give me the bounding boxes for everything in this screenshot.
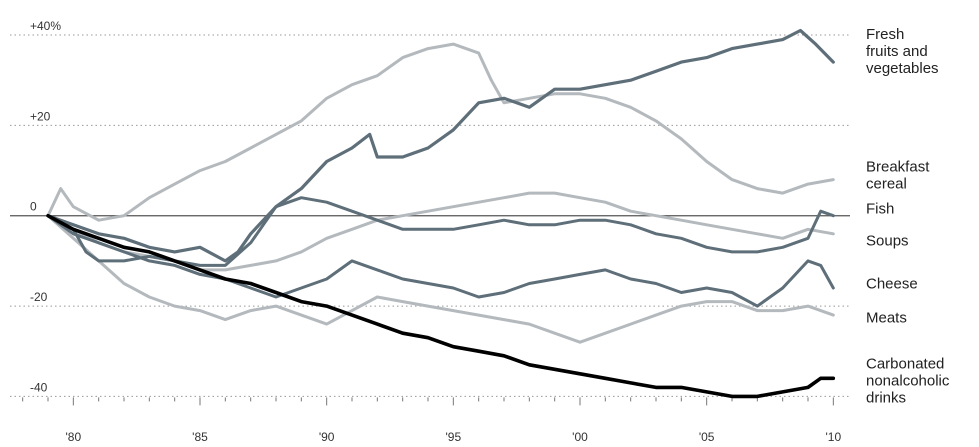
series-line-4 bbox=[46, 214, 835, 308]
x-tick-label: '95 bbox=[446, 430, 462, 444]
series-line-1 bbox=[46, 42, 835, 222]
series-label: Cheese bbox=[866, 275, 918, 292]
series-label: vegetables bbox=[866, 60, 939, 77]
series-label: Fish bbox=[866, 200, 894, 217]
y-tick-label: 0 bbox=[30, 200, 37, 214]
series-label: nonalcoholic bbox=[866, 373, 950, 390]
x-axis: '80 '85 '90 '95 '00 '05 '10 bbox=[22, 397, 842, 444]
series-line-5 bbox=[46, 214, 835, 344]
series-label: fruits and bbox=[866, 43, 928, 60]
series-label: Carbonated bbox=[866, 356, 944, 373]
x-tick-label: '90 bbox=[319, 430, 335, 444]
x-tick-label: '10 bbox=[826, 430, 842, 444]
y-tick-label: -20 bbox=[30, 290, 48, 304]
x-tick-label: '05 bbox=[699, 430, 715, 444]
x-tick-label: '80 bbox=[66, 430, 82, 444]
series-label: Soups bbox=[866, 233, 909, 250]
y-tick-label: +20 bbox=[30, 109, 51, 123]
x-tick-label: '85 bbox=[192, 430, 208, 444]
series-line-0 bbox=[46, 28, 835, 263]
series-label: Fresh bbox=[866, 26, 904, 43]
series-label: Breakfast bbox=[866, 159, 930, 176]
series-label: Meats bbox=[866, 309, 907, 326]
x-tick-label: '00 bbox=[572, 430, 588, 444]
series-line-6 bbox=[46, 213, 836, 399]
series-label: drinks bbox=[866, 390, 906, 407]
series-label: cereal bbox=[866, 176, 907, 193]
y-tick-label: +40% bbox=[30, 19, 61, 33]
y-tick-label: -40 bbox=[30, 380, 48, 394]
series-lines bbox=[46, 28, 836, 399]
